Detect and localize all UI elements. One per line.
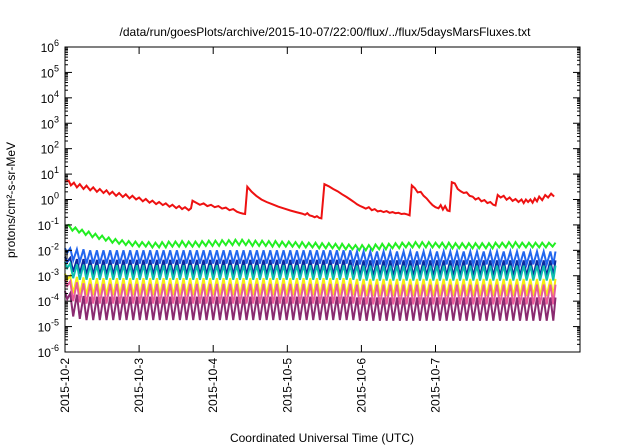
- series-line-2: [64, 223, 557, 253]
- y-tick-label: 106: [41, 38, 59, 55]
- series-line-6: [64, 273, 557, 297]
- y-tick-label: 100: [41, 191, 59, 208]
- series-line-1: [64, 179, 555, 220]
- y-tick-label: 10-1: [38, 216, 59, 233]
- series-line-4: [64, 255, 557, 277]
- y-tick-label: 10-5: [38, 318, 59, 335]
- y-tick-label: 104: [41, 89, 59, 106]
- x-tick-label: 2015-10-7: [429, 358, 443, 413]
- series-line-5: [64, 261, 557, 281]
- series-line-7: [64, 278, 557, 305]
- y-tick-label: 102: [41, 140, 59, 157]
- y-tick-label: 10-4: [38, 292, 59, 309]
- y-tick-label: 105: [41, 63, 59, 80]
- x-tick-label: 2015-10-6: [354, 358, 368, 413]
- y-tick-label: 101: [41, 165, 59, 182]
- y-tick-label: 10-3: [38, 267, 59, 284]
- series-line-8: [64, 290, 557, 321]
- x-tick-label: 2015-10-5: [280, 358, 294, 413]
- x-axis-label: Coordinated Universal Time (UTC): [230, 431, 414, 445]
- y-axis-label: protons/cm²-s-sr-MeV: [4, 142, 18, 258]
- y-tick-label: 10-6: [38, 343, 59, 360]
- y-tick-label: 10-2: [38, 241, 59, 258]
- y-axis: 10-6 10-5 10-4 10-3 10-2 10-1 100 101 102 103 104 1…: [38, 38, 580, 360]
- y-tick-label: 103: [41, 114, 59, 131]
- chart-title: /data/run/goesPlots/archive/2015-10-07/2…: [120, 25, 532, 39]
- x-tick-label: 2015-10-2: [58, 358, 72, 413]
- series-line-3: [64, 245, 557, 269]
- series-layer: [64, 179, 557, 321]
- x-axis: 2015-10-2 2015-10-3 2015-10-4 2015-10-5 2015…: [58, 47, 443, 413]
- x-tick-label: 2015-10-3: [132, 358, 146, 413]
- x-tick-label: 2015-10-4: [206, 358, 220, 413]
